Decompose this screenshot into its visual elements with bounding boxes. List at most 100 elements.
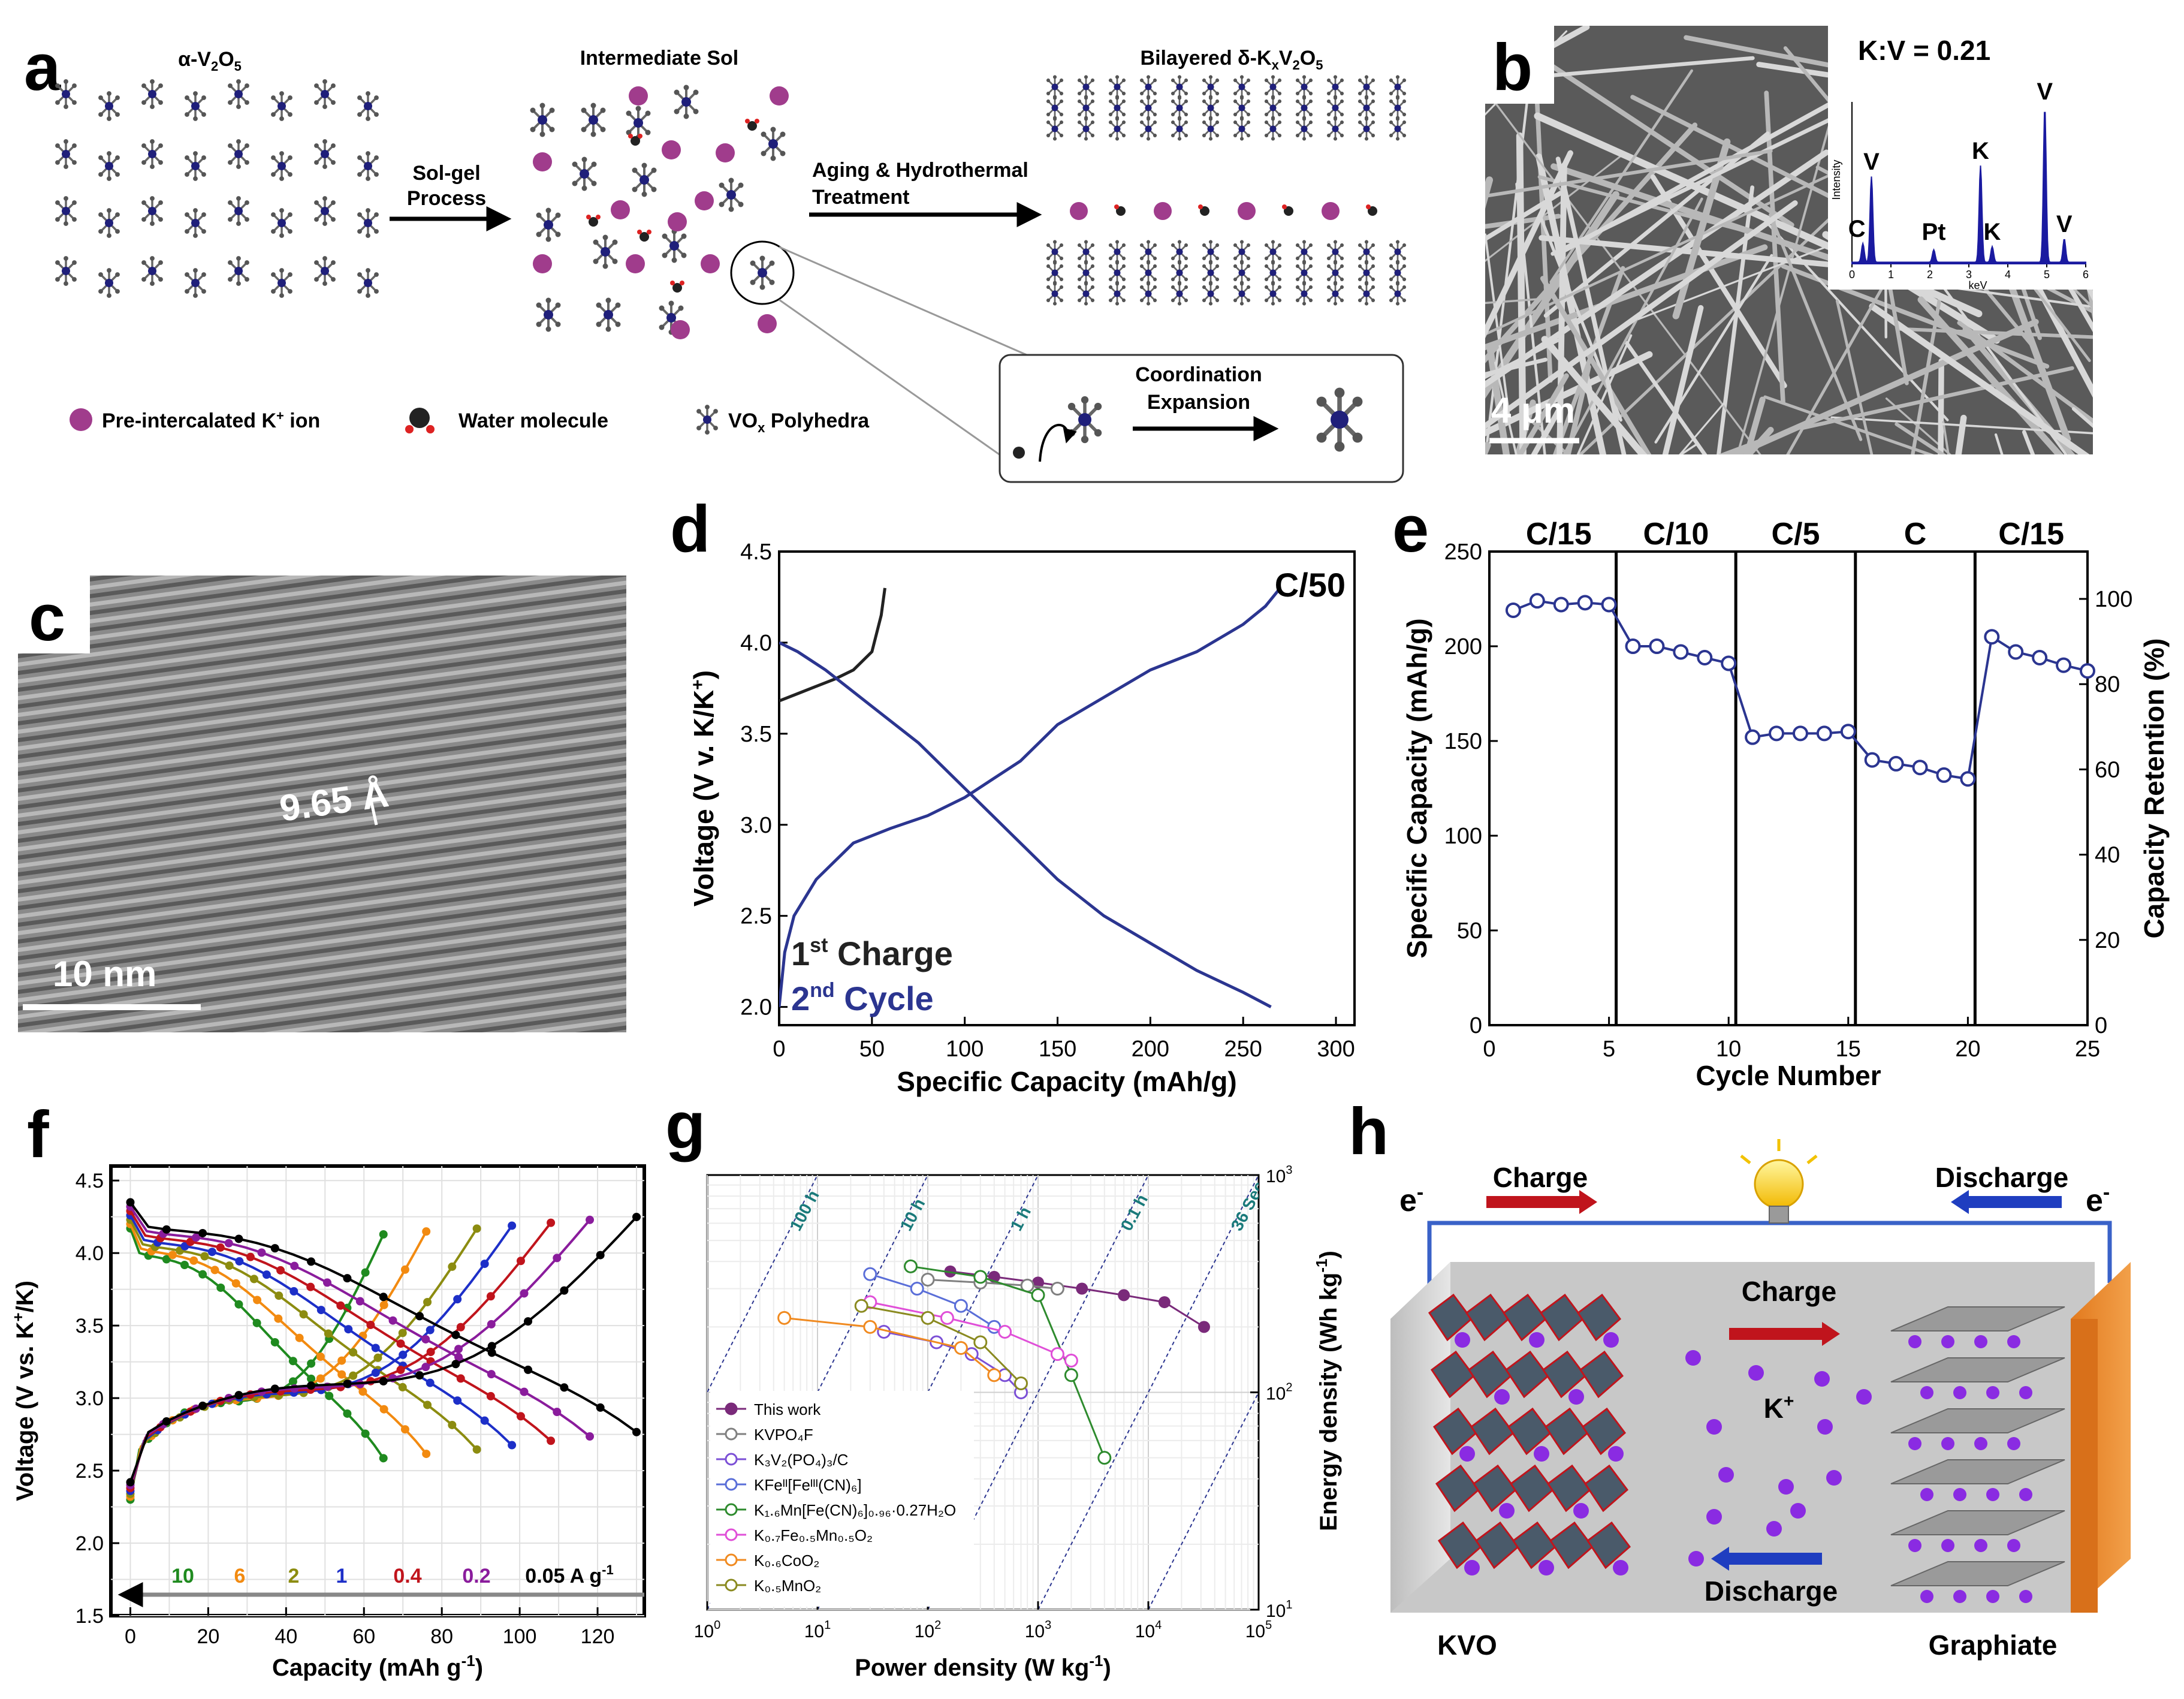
lattice-fringe — [12, 1077, 635, 1161]
sem-fiber — [1769, 213, 1863, 441]
oxygen-atom — [1077, 264, 1082, 269]
oxygen-atom — [1153, 112, 1157, 117]
bilayer-vanadium — [1082, 104, 1090, 112]
electrolyte-k-ion — [1817, 1419, 1833, 1435]
panel-a-title-mid: Intermediate Sol — [580, 47, 739, 70]
point-f — [423, 1297, 432, 1306]
oxygen-atom — [236, 221, 241, 226]
oxygen-atom — [288, 272, 292, 277]
oxygen-atom — [1108, 91, 1113, 96]
point-f — [270, 1384, 279, 1393]
lattice-fringe — [12, 481, 635, 565]
oxygen-atom — [1059, 120, 1064, 125]
eds-peak-label: V — [2056, 211, 2073, 237]
eds-tick-label: 4 — [2005, 269, 2011, 281]
oxygen-atom — [612, 239, 618, 245]
oxygen-atom — [1295, 112, 1300, 117]
panel-c-label: c — [29, 581, 65, 655]
oxygen-atom — [1326, 133, 1331, 138]
sem-fiber — [1729, 318, 2039, 454]
oxygen-atom — [1077, 285, 1082, 290]
oxygen-atom — [1139, 78, 1144, 83]
bilayer-vanadium — [1207, 248, 1214, 255]
oxygen-atom — [674, 89, 680, 95]
y-tick-label-f: 3.0 — [76, 1387, 104, 1410]
lattice-fringe — [18, 681, 626, 768]
oxygen-atom — [681, 233, 687, 239]
point-f — [224, 1239, 233, 1248]
oxygen-atom — [236, 281, 241, 286]
v2o5-vanadium — [234, 267, 243, 275]
lattice-fringe — [18, 731, 626, 818]
capacity-point-e — [2056, 657, 2072, 673]
oxygen-atom — [107, 208, 111, 213]
oxygen-atom — [1084, 96, 1088, 100]
oxygen-atom — [750, 260, 756, 266]
oxygen-atom — [1277, 112, 1282, 117]
v2o5-vanadium — [321, 90, 329, 98]
bilayer-vanadium — [1207, 269, 1214, 276]
oxygen-atom — [1146, 96, 1151, 100]
oxygen-atom — [1202, 133, 1206, 138]
oxygen-atom — [288, 155, 292, 160]
ragone-point-g — [910, 1282, 924, 1296]
point-f — [307, 1374, 316, 1383]
point-f — [191, 1233, 200, 1242]
point-f — [472, 1224, 481, 1233]
oxygen-atom — [1108, 264, 1113, 269]
bilayer-vanadium — [1051, 104, 1058, 112]
graphite-k-ion — [1908, 1335, 1921, 1348]
oxygen-atom — [1177, 117, 1182, 121]
capacity-point-e — [1912, 760, 1928, 776]
graphite-k-ion — [1920, 1590, 1933, 1603]
oxygen-atom — [1264, 256, 1269, 261]
point-f — [524, 1317, 533, 1326]
bilayer-water-h — [1198, 204, 1203, 209]
y-tick-label-e-right: 20 — [2095, 928, 2120, 953]
oxygen-atom — [271, 272, 276, 277]
k-ion-legend: Pre-intercalated K+ ion — [102, 408, 320, 432]
oxygen-atom — [1333, 282, 1338, 286]
y-tick-label-d: 2.5 — [740, 904, 772, 929]
oxygen-atom — [1202, 91, 1206, 96]
panel-h-label: h — [1349, 1095, 1389, 1168]
ragone-point-g — [954, 1299, 968, 1313]
y-tick-label-e: 250 — [1444, 540, 1482, 565]
oxygen-atom — [55, 143, 60, 148]
lattice-fringe — [18, 790, 626, 877]
graphite-k-ion — [1974, 1437, 1987, 1450]
oxygen-atom — [1184, 256, 1188, 261]
x-tick-label-g: 105 — [1245, 1619, 1272, 1641]
graphite-k-ion — [1941, 1437, 1954, 1450]
oxygen-atom — [645, 110, 651, 116]
oxygen-atom — [1046, 256, 1051, 261]
point-f — [422, 1227, 431, 1236]
sem-fiber — [1517, 373, 1569, 454]
oxygen-atom — [245, 83, 249, 88]
oxygen-atom — [374, 212, 379, 217]
oxygen-atom — [185, 95, 189, 100]
oxygen-atom — [98, 95, 103, 100]
y-tick-label-f: 2.5 — [76, 1460, 104, 1483]
legend-marker-g — [725, 1553, 738, 1567]
oxygen-atom — [1046, 298, 1051, 303]
oxygen-atom — [1153, 91, 1157, 96]
legend-text-g: K₀.₇Fe₀.₅Mn₀.₅O₂ — [754, 1526, 873, 1544]
x-tick-label-f: 80 — [430, 1625, 453, 1648]
oxygen-atom — [1094, 402, 1102, 411]
oxygen-atom — [1358, 243, 1362, 248]
oxygen-atom — [193, 233, 198, 238]
oxygen-atom — [1302, 117, 1307, 121]
x-tick-exp-g: 0 — [714, 1619, 720, 1632]
oxygen-atom — [1108, 243, 1113, 248]
electrolyte-k-ion — [1706, 1509, 1722, 1525]
point-f — [456, 1374, 465, 1383]
oxygen-atom — [374, 172, 379, 177]
oxygen-atom — [158, 277, 163, 282]
ragone-point-g — [903, 1259, 918, 1273]
sem-fiber — [1869, 303, 2090, 454]
lattice-fringe — [12, 472, 635, 556]
oxygen-atom — [1371, 133, 1375, 138]
oxygen-atom — [201, 212, 206, 217]
point-f — [216, 1283, 225, 1292]
